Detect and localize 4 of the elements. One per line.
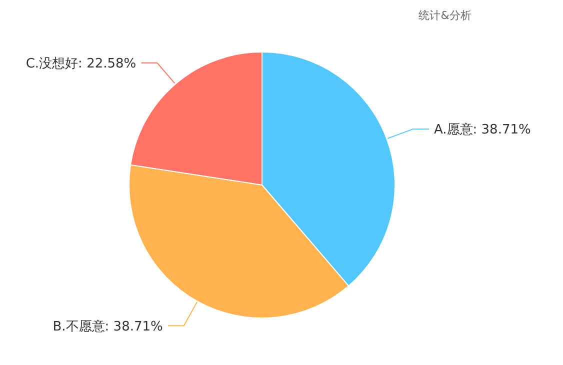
slice-label: A.愿意: 38.71% [434,122,531,138]
chart-title: 统计&分析 [418,9,472,22]
slice-label: C.没想好: 22.58% [26,56,136,72]
slice-label: B.不愿意: 38.71% [52,319,163,334]
